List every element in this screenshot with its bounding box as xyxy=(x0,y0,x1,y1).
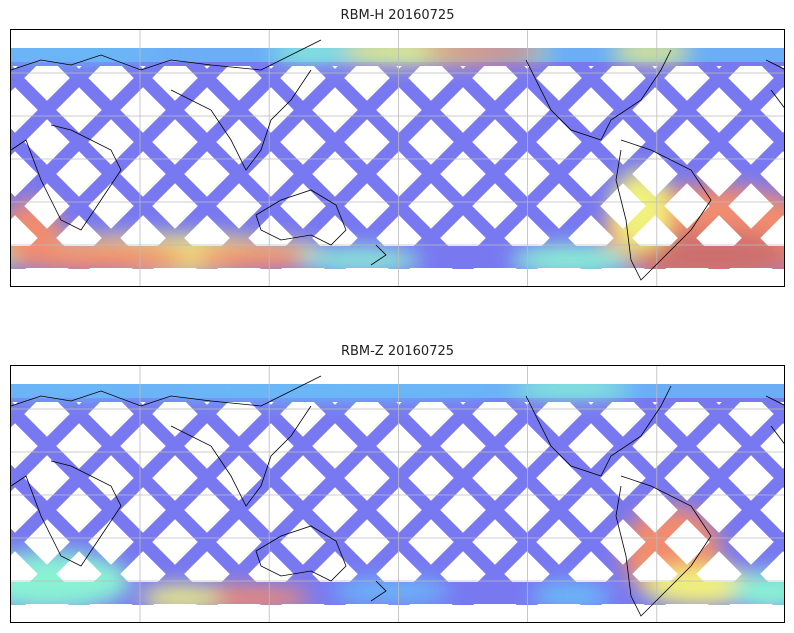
map-rbm-h xyxy=(11,30,784,286)
coastlines xyxy=(11,39,784,281)
panel-title-rbm-h: RBM-H 20160725 xyxy=(340,8,455,23)
panel-title-rbm-z: RBM-Z 20160725 xyxy=(340,344,455,359)
hotspot xyxy=(611,170,671,250)
map-rbm-z xyxy=(11,366,784,622)
hotspot xyxy=(511,378,631,398)
map-panel-rbm-h xyxy=(10,29,785,287)
hotspot xyxy=(11,378,151,398)
map-panel-rbm-z xyxy=(10,365,785,623)
gridlines xyxy=(11,366,784,622)
hotspot xyxy=(111,376,511,400)
hotspot xyxy=(191,244,311,272)
hotspot xyxy=(631,230,784,280)
hotspot xyxy=(331,579,451,603)
hotspot xyxy=(641,566,761,606)
hotspot xyxy=(11,42,161,62)
hotspot xyxy=(271,42,351,62)
hotspot xyxy=(511,245,631,275)
hotspot xyxy=(11,242,191,274)
coastlines xyxy=(11,375,784,617)
hotspot xyxy=(531,582,611,610)
hotspot xyxy=(421,42,541,62)
gridlines xyxy=(11,30,784,286)
hotspot xyxy=(301,248,421,272)
hotspot xyxy=(141,586,221,610)
hotspot xyxy=(611,42,691,62)
